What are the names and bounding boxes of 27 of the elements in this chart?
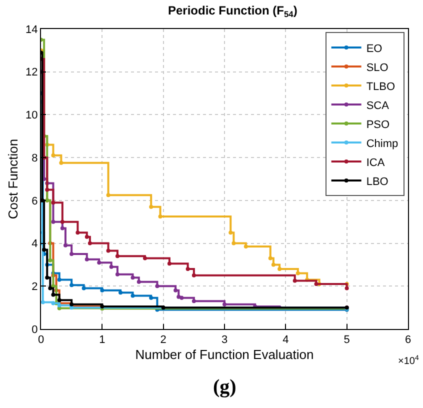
legend-label: SLO: [366, 62, 389, 74]
y-tick-label: 0: [32, 324, 38, 336]
legend-label: SCA: [366, 100, 390, 112]
y-tick-label: 2: [32, 280, 38, 293]
x-tick-label: 3: [221, 334, 228, 346]
text: ×10$^{4}$: [398, 355, 419, 368]
x-tick-label: 5: [344, 334, 350, 346]
legend-label: EO: [366, 42, 383, 55]
x-axis-title: Number of Function Evaluation: [135, 346, 314, 362]
y-tick-label: 12: [26, 66, 38, 79]
x-tick-label: 6: [404, 334, 412, 346]
y-tick-label: 14: [26, 24, 38, 36]
legend-label: PSO: [366, 118, 390, 131]
legend-label: TLBO: [366, 80, 396, 93]
y-tick-label: 4: [32, 238, 38, 250]
x-tick-label: 1: [99, 334, 106, 346]
legend-label: LBO: [366, 176, 389, 188]
y-axis-title: Cost Function: [6, 138, 20, 220]
legend-label: ICA: [366, 156, 386, 169]
chart-title: Periodic Function (F$_{54}$): [168, 4, 298, 20]
x-tick-label: 4: [282, 334, 289, 346]
text: (g): [213, 376, 236, 398]
y-tick-label: 8: [32, 152, 38, 164]
y-tick-label: 6: [32, 195, 38, 208]
legend-label: Chimp: [366, 138, 398, 150]
x-tick-label: 2: [160, 334, 166, 346]
y-tick-label: 10: [26, 110, 38, 122]
